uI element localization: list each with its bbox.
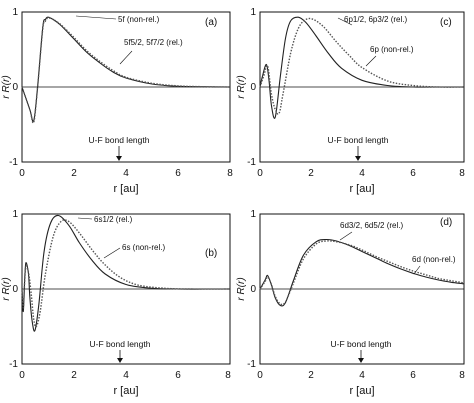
bond-length-label: U-F bond length <box>90 339 151 349</box>
y-axis-label: r R(r) <box>1 75 12 98</box>
x-tick-label: 4 <box>359 370 365 381</box>
series-layer <box>259 16 465 119</box>
series-line-secondary <box>21 17 231 124</box>
x-tick-label: 8 <box>459 370 465 381</box>
bond-length-arrowhead <box>358 358 364 363</box>
annotation-leader <box>365 55 377 67</box>
series-line-primary <box>259 238 465 307</box>
annotation-leader <box>339 231 353 241</box>
x-tick-label: 6 <box>410 370 416 381</box>
y-tick-label: 0 <box>12 82 18 93</box>
x-tick-label: 6 <box>175 168 181 179</box>
panel-d: r R(r) 1 0 -1 0 2 4 6 8 r [au] (d) 6d3/2… <box>236 209 465 397</box>
x-tick-label: 6 <box>410 168 416 179</box>
x-tick-label: 4 <box>123 370 129 381</box>
panel-label: (b) <box>205 248 217 259</box>
x-tick-label: 0 <box>19 168 25 179</box>
series-line-secondary <box>259 17 465 115</box>
annotation-leader <box>77 217 93 220</box>
series-layer <box>21 214 231 332</box>
x-axis-label: r [au] <box>113 183 138 195</box>
x-tick-label: 4 <box>123 168 129 179</box>
y-tick-label: 0 <box>250 82 256 93</box>
y-tick-label: 0 <box>12 284 18 295</box>
bond-length-arrowhead <box>116 156 122 161</box>
panel-label: (c) <box>440 17 452 28</box>
series-line-secondary <box>259 240 465 306</box>
series-annotation: 6s (non-rel.) <box>122 243 165 252</box>
annotation-leader <box>119 50 133 65</box>
x-tick-label: 0 <box>257 370 263 381</box>
bond-length-arrowhead <box>355 156 361 161</box>
x-tick-label: 2 <box>71 168 77 179</box>
series-annotation: 5f (non-rel.) <box>118 15 160 24</box>
y-tick-label: -1 <box>9 157 18 168</box>
series-annotation: 6p (non-rel.) <box>370 45 414 54</box>
annotation-leader <box>413 265 421 275</box>
bond-length-label: U-F bond length <box>331 339 392 349</box>
y-tick-label: 1 <box>12 209 18 220</box>
y-tick-label: -1 <box>247 157 256 168</box>
x-axis-label: r [au] <box>113 385 138 397</box>
x-tick-label: 4 <box>359 168 365 179</box>
series-annotation: 5f5/2, 5f7/2 (rel.) <box>124 38 183 47</box>
panel-c: r R(r) 1 0 -1 0 2 4 6 8 r [au] (c) 6p1/2… <box>236 7 465 195</box>
series-layer <box>21 16 231 124</box>
panel-a: r R(r) 1 0 -1 0 2 4 6 8 r [au] (a) 5f (n… <box>1 7 233 195</box>
panel-label: (a) <box>205 17 217 28</box>
x-tick-label: 8 <box>225 370 231 381</box>
x-axis-label: r [au] <box>349 183 374 195</box>
series-layer <box>259 238 465 307</box>
y-tick-label: 1 <box>12 7 18 18</box>
annotation-leader <box>75 15 117 20</box>
x-tick-label: 0 <box>257 168 263 179</box>
bond-length-label: U-F bond length <box>89 135 150 145</box>
series-line-primary <box>21 214 230 332</box>
y-axis-label: r R(r) <box>236 75 247 98</box>
series-annotation: 6d (non-rel.) <box>412 255 456 264</box>
panel-b: r R(r) 1 0 -1 0 2 4 6 8 r [au] (b) 6s1/2… <box>1 209 231 397</box>
y-axis-label: r R(r) <box>236 277 247 300</box>
x-tick-label: 2 <box>308 168 314 179</box>
annotation-leader <box>337 17 353 26</box>
x-tick-label: 2 <box>308 370 314 381</box>
annotation-leader <box>103 247 121 259</box>
series-line-secondary <box>21 219 231 328</box>
series-annotation: 6p1/2, 6p3/2 (rel.) <box>344 15 407 24</box>
x-axis-label: r [au] <box>349 385 374 397</box>
bond-length-arrowhead <box>117 358 123 363</box>
series-annotation: 6d3/2, 6d5/2 (rel.) <box>340 221 403 230</box>
series-annotation: 6s1/2 (rel.) <box>94 215 133 224</box>
y-axis-label: r R(r) <box>1 277 12 300</box>
x-tick-label: 0 <box>19 370 25 381</box>
x-tick-label: 6 <box>175 370 181 381</box>
x-tick-label: 2 <box>71 370 77 381</box>
y-tick-label: -1 <box>247 359 256 370</box>
panel-label: (d) <box>440 217 452 228</box>
x-tick-label: 8 <box>227 168 233 179</box>
y-tick-label: 0 <box>250 284 256 295</box>
y-tick-label: 1 <box>250 7 256 18</box>
y-tick-label: 1 <box>250 209 256 220</box>
series-line-primary <box>259 16 464 119</box>
bond-length-label: U-F bond length <box>328 135 389 145</box>
y-tick-label: -1 <box>9 359 18 370</box>
x-tick-label: 8 <box>459 168 465 179</box>
series-line-primary <box>21 16 231 123</box>
